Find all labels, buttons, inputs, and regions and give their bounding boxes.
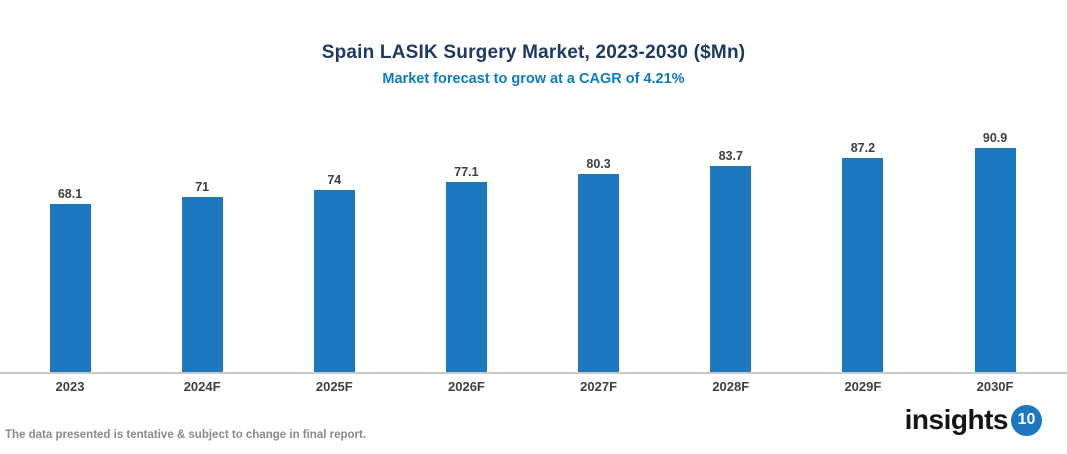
- insights10-logo: insights 10: [905, 404, 1042, 436]
- disclaimer-text: The data presented is tentative & subjec…: [5, 429, 367, 441]
- x-axis-label: 2025F: [315, 379, 353, 394]
- x-axis-label: 2029F: [844, 379, 882, 394]
- logo-badge-circle: 10: [1011, 404, 1042, 436]
- x-axis-line: [0, 372, 1067, 374]
- bar-value-label: 80.3: [586, 157, 611, 172]
- bar-2024F: [181, 197, 223, 372]
- x-axis-label: 2024F: [183, 379, 221, 394]
- x-axis-label: 2028F: [712, 379, 750, 394]
- bar-2029F: [842, 157, 884, 372]
- bar-2030F: [974, 148, 1016, 372]
- logo-wordmark: insights: [904, 404, 1009, 435]
- bar-2028F: [710, 166, 752, 372]
- bar-value-label: 71: [195, 180, 210, 195]
- bar-value-label: 68.1: [57, 187, 83, 202]
- bar-value-label: 74: [327, 172, 342, 187]
- bar-2023: [49, 204, 91, 372]
- x-axis-label: 2026F: [448, 379, 485, 394]
- bar-value-label: 83.7: [718, 149, 743, 164]
- x-axis-label: 2027F: [580, 379, 618, 394]
- chart-title: Spain LASIK Surgery Market, 2023-2030 ($…: [321, 42, 746, 63]
- bar-value-label: 87.2: [850, 140, 876, 155]
- x-axis-label: 2023: [55, 379, 85, 394]
- chart-subtitle: Market forecast to grow at a CAGR of 4.2…: [382, 71, 685, 87]
- bar-2026F: [445, 182, 487, 372]
- bar-value-label: 77.1: [454, 165, 479, 180]
- bar-2027F: [578, 174, 620, 372]
- bar-2025F: [313, 189, 355, 372]
- bar-value-label: 90.9: [982, 131, 1008, 146]
- x-axis-label: 2030F: [976, 379, 1014, 394]
